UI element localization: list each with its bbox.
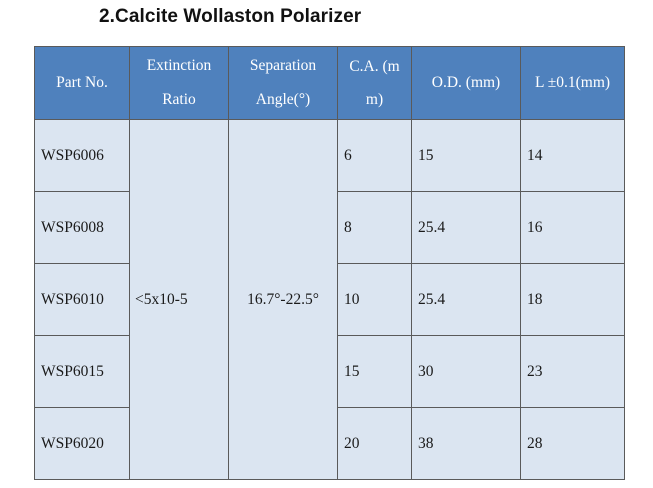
cell-outer-diameter: 30 <box>411 335 521 408</box>
cell-separation-angle: 16.7°-22.5° <box>228 119 338 480</box>
cell-outer-diameter: 25.4 <box>411 191 521 264</box>
cell-length: 28 <box>520 407 625 480</box>
header-part-no: Part No. <box>34 46 130 120</box>
header-outer-diameter: O.D. (mm) <box>411 46 521 120</box>
cell-clear-aperture: 20 <box>337 407 412 480</box>
cell-length: 23 <box>520 335 625 408</box>
cell-length: 18 <box>520 263 625 336</box>
table-row: WSP6010 10 25.4 18 <box>34 263 625 336</box>
cell-clear-aperture: 15 <box>337 335 412 408</box>
table-row: WSP6006 <5x10-5 16.7°-22.5° 6 15 14 <box>34 119 625 480</box>
cell-part-no: WSP6020 <box>34 407 130 480</box>
cell-length: 16 <box>520 191 625 264</box>
cell-part-no: WSP6015 <box>34 335 130 408</box>
cell-part-no: WSP6008 <box>34 191 130 264</box>
table-header-row: Part No. Extinction Ratio Separation Ang… <box>34 46 625 120</box>
cell-extinction-ratio: <5x10-5 <box>129 119 229 480</box>
section-title: 2.Calcite Wollaston Polarizer <box>99 6 362 27</box>
cell-outer-diameter: 25.4 <box>411 263 521 336</box>
cell-part-no: WSP6006 <box>34 119 130 192</box>
header-length: L ±0.1(mm) <box>520 46 625 120</box>
cell-part-no: WSP6010 <box>34 263 130 336</box>
header-extinction-ratio: Extinction Ratio <box>129 46 229 120</box>
cell-clear-aperture: 10 <box>337 263 412 336</box>
specification-table: Part No. Extinction Ratio Separation Ang… <box>34 46 625 480</box>
header-separation-angle: Separation Angle(°) <box>228 46 338 120</box>
table-row: WSP6020 20 38 28 <box>34 407 625 480</box>
table-row: WSP6008 8 25.4 16 <box>34 191 625 264</box>
cell-clear-aperture: 8 <box>337 191 412 264</box>
header-clear-aperture: C.A. (m m) <box>337 46 412 120</box>
cell-clear-aperture: 6 <box>337 119 412 192</box>
cell-length: 14 <box>520 119 625 192</box>
cell-outer-diameter: 38 <box>411 407 521 480</box>
cell-outer-diameter: 15 <box>411 119 521 192</box>
